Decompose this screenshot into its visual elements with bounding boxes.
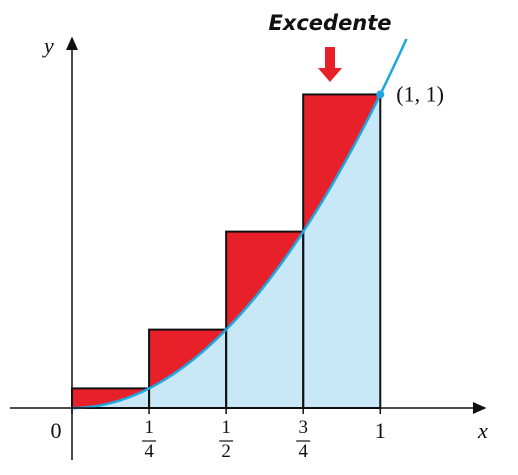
curve	[71, 38, 408, 410]
plot	[71, 38, 408, 410]
denominator: 2	[221, 441, 231, 462]
denominator: 4	[298, 441, 308, 462]
denominator: 4	[144, 441, 154, 462]
annotation: Excedente	[268, 11, 391, 35]
x-label: x	[477, 418, 488, 443]
x-tick-label: 0	[51, 418, 62, 443]
annotation-arrow	[318, 47, 342, 82]
y-label: y	[42, 33, 54, 58]
point	[376, 90, 385, 99]
point-label: (1, 1)	[396, 81, 444, 106]
numerator: 1	[144, 417, 154, 438]
x-tick-label: 1	[375, 418, 386, 443]
numerator: 1	[221, 417, 231, 438]
numerator: 3	[298, 417, 308, 438]
